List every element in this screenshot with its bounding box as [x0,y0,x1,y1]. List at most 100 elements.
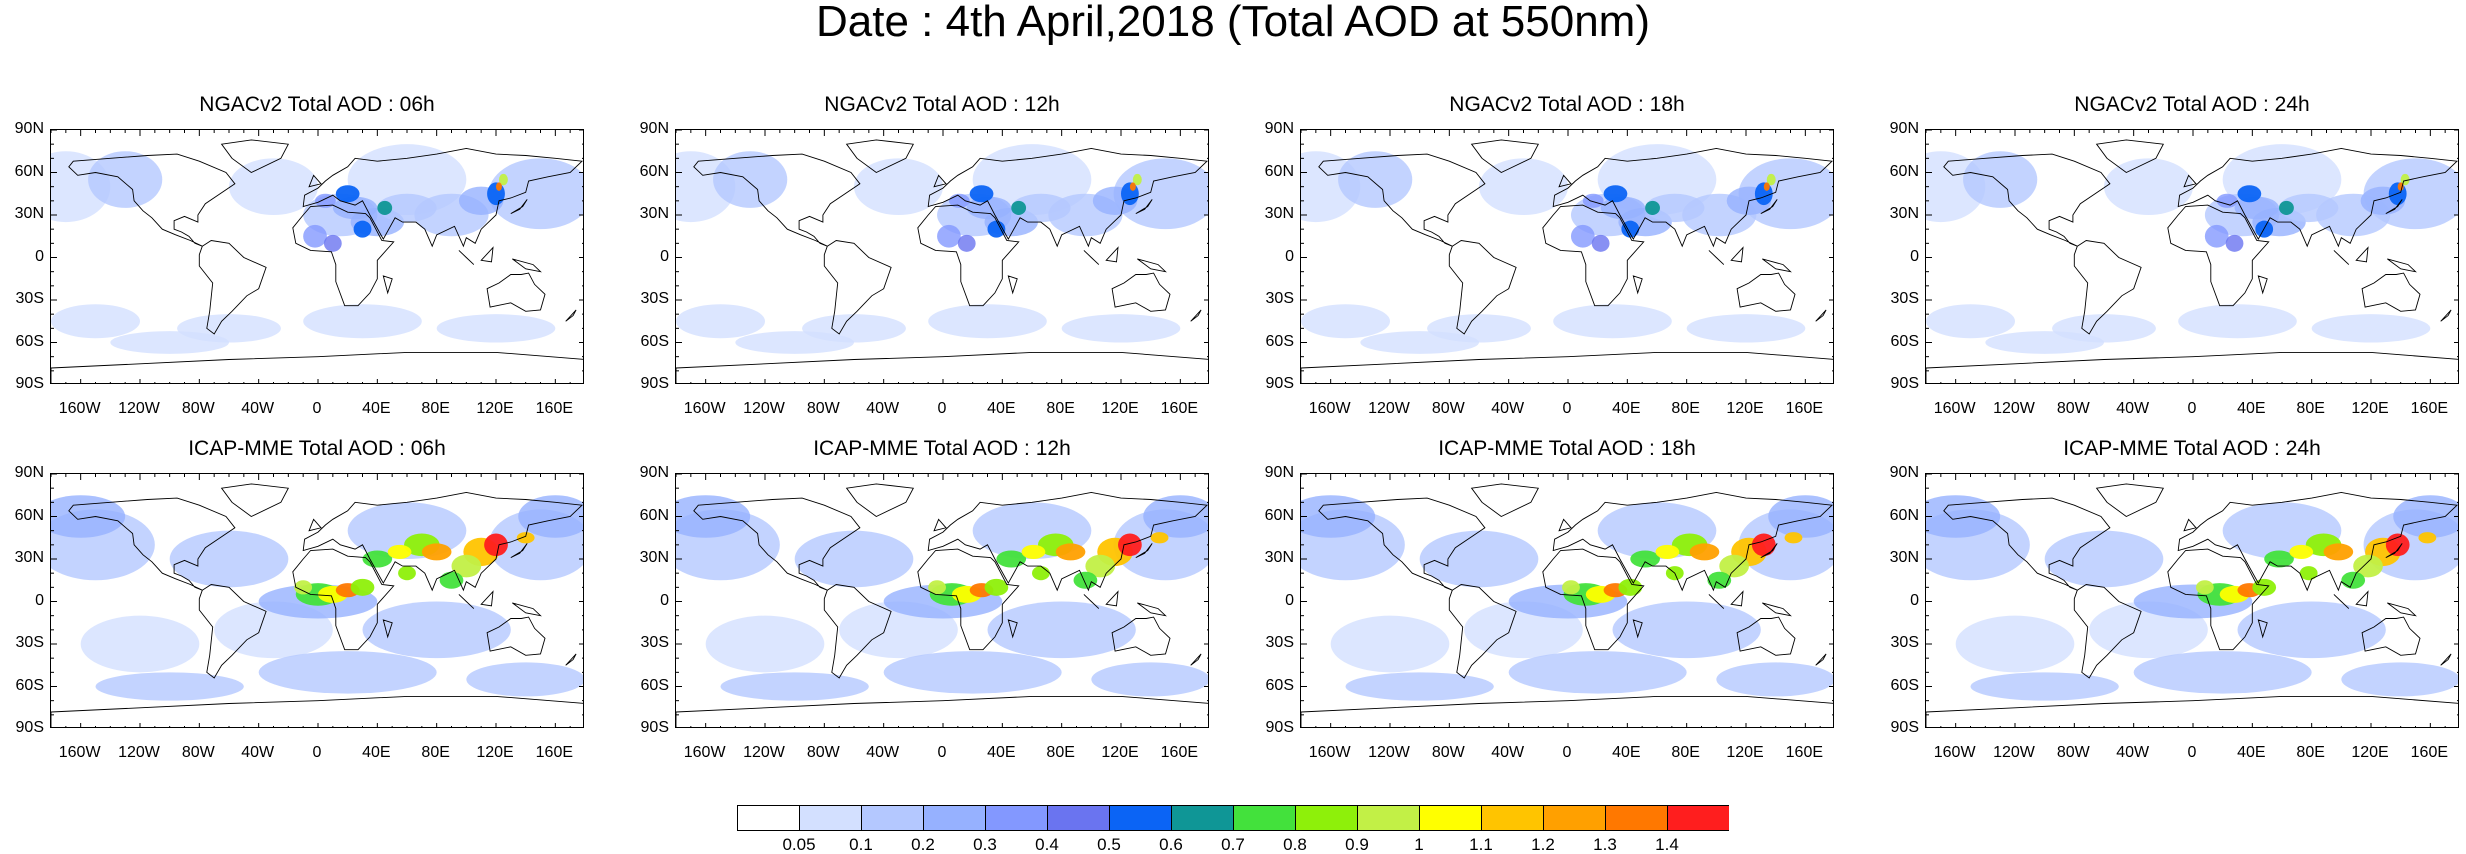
lon-tick-label: 160W [58,744,101,761]
lon-tick-label: 160W [58,400,101,417]
lat-tick-label: 90N [1264,120,1294,137]
lat-tick-label: 60N [14,506,44,524]
colorbar-label: 1 [1414,835,1424,854]
aod-plume [1021,544,1046,559]
aod-plume [1630,550,1660,568]
lat-tick-label: 60S [1265,676,1294,694]
aod-plume [972,144,1092,215]
aod-plume [2393,495,2458,538]
lon-tick-label: 80E [421,400,450,417]
aod-field [1301,130,1833,383]
aod-plume [2385,533,2410,557]
aod-plume [1301,495,1376,538]
colorbar-swatch [861,805,924,831]
lon-tick-label: 160E [1160,400,1199,417]
aod-plume [1091,662,1208,697]
lon-tick-label: 80W [1431,400,1465,417]
colorbar-swatch [1295,805,1358,831]
colorbar-swatch [1543,805,1606,831]
aod-plume [439,571,464,589]
aod-plume [713,151,788,208]
lat-tick-label: 60S [1890,676,1919,694]
aod-plume [1612,601,1761,659]
lat-tick-label: 30S [1890,634,1919,651]
lat-tick-label: 0 [1285,247,1294,265]
lat-tick-label: 90N [1889,120,1919,137]
aod-plume [2044,530,2164,588]
aod-plume [1118,533,1142,557]
colorbar-swatch [1357,805,1420,831]
lon-tick-label: 80E [2296,744,2325,761]
lon-tick-label: 160E [535,744,574,761]
aod-plume [484,533,508,557]
lon-tick-label: 120W [1993,744,2035,761]
aod-plume [1963,151,2038,208]
aod-map-ngacv2-18h [1300,129,1834,384]
lon-tick-label: 80E [1046,744,1075,761]
colorbar-label: 0.4 [1035,835,1059,854]
lon-tick-label: 120E [1726,744,1764,761]
lat-tick-label: 30S [640,290,669,307]
colorbar-label: 0.7 [1221,835,1245,854]
aod-map-icap-mme-18h [1300,473,1834,728]
aod-plume [88,151,163,208]
aod-plume [2204,224,2229,248]
aod-plume [1655,544,1680,559]
colorbar-label: 1.2 [1531,835,1555,854]
aod-plume [80,615,200,673]
aod-field [51,474,583,727]
aod-plume [487,182,505,206]
aod-field [51,130,583,383]
aod-plume [51,495,126,538]
lon-tick-label: 120E [2351,400,2389,417]
lon-tick-label: 160W [683,744,726,761]
aod-plume [398,566,416,581]
aod-plume [362,601,511,659]
aod-field [1926,474,2458,727]
lat-tick-label: 60N [1889,506,1919,524]
lon-tick-label: 0 [1562,400,1572,417]
aod-plume [350,578,375,596]
aod-plume [937,224,961,248]
lon-tick-label: 80W [1431,744,1465,761]
lon-tick-label: 120W [118,400,160,417]
lat-tick-label: 60S [640,676,669,694]
lon-tick-label: 160E [2410,744,2449,761]
colorbar-swatch [1047,805,1110,831]
aod-plume [1562,580,1580,595]
aod-plume [377,200,393,215]
lon-tick-label: 80E [1671,400,1700,417]
aod-plume [883,651,1062,694]
aod-plume [794,530,914,588]
coastline [1301,483,1833,727]
aod-plume [496,182,502,191]
aod-plume [676,304,765,339]
lat-tick-label: 60N [639,506,669,524]
aod-plume [1970,672,2119,701]
aod-plume [1784,532,1803,544]
aod-field [1926,130,2458,383]
lon-tick-label: 40W [241,744,275,761]
aod-plume [2289,544,2314,559]
aod-plume [2311,314,2431,343]
lon-tick-label: 40W [2116,744,2150,761]
aod-field [676,130,1208,383]
lon-tick-label: 160E [1160,744,1199,761]
aod-plume [1338,151,1413,208]
aod-plume [1011,200,1027,215]
aod-plume [2418,532,2437,544]
lon-tick-label: 160E [1785,744,1824,761]
lat-tick-label: 30S [15,634,44,651]
lat-tick-label: 60S [1890,332,1919,350]
aod-plume [1707,571,1732,589]
lat-tick-label: 90S [1265,719,1294,736]
lon-tick-label: 40W [1491,400,1525,417]
lon-tick-label: 120E [476,400,514,417]
lon-tick-label: 0 [312,744,322,761]
aod-plume [1129,182,1136,191]
aod-map-ngacv2-6h [50,129,584,384]
lon-tick-label: 120W [743,400,785,417]
lon-tick-label: 160W [1933,400,1976,417]
lon-tick-label: 0 [937,400,947,417]
lat-tick-label: 90S [640,719,669,736]
